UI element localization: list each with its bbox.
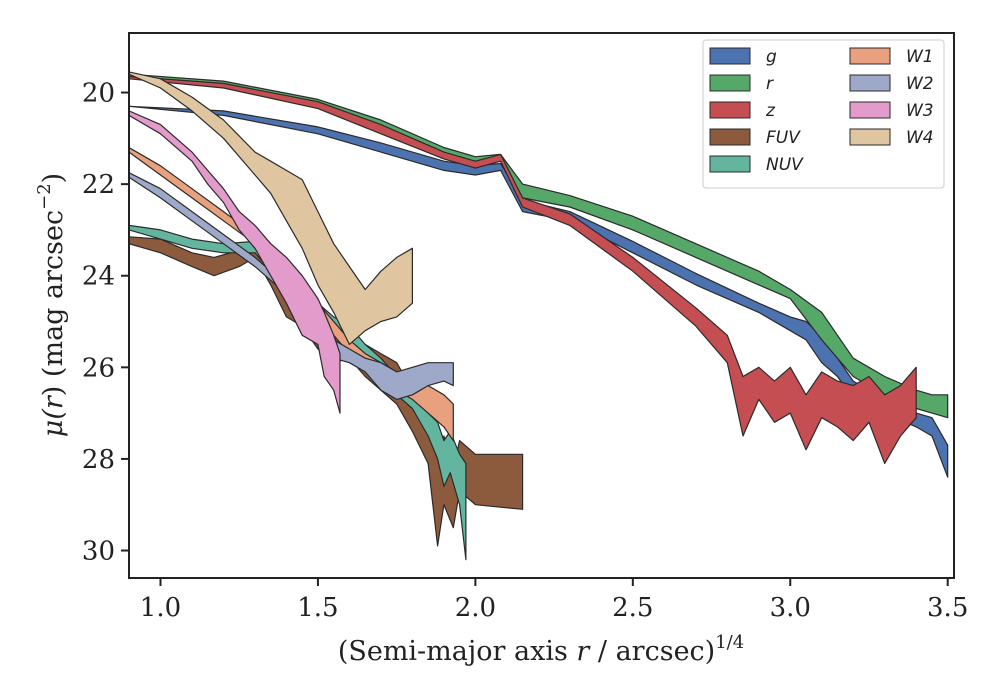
legend-swatch-r: [709, 74, 751, 92]
legend-swatch-w2: [849, 74, 891, 92]
x-tick-label: 3.0: [770, 593, 811, 623]
legend-swatch-w3: [849, 101, 891, 119]
x-tick-label: 3.5: [927, 593, 968, 623]
x-tick-label: 1.5: [297, 593, 338, 623]
legend-swatch-w4: [849, 128, 891, 146]
series-band-w4: [129, 71, 413, 345]
legend-swatch-nuv: [709, 155, 751, 173]
y-tick-label: 22: [82, 170, 115, 200]
legend-label-w4: W4: [906, 128, 934, 148]
axis-ticks: 1.0 1.5 2.0 2.5 3.0 3.5 20 22 24 26 28 30: [82, 79, 968, 623]
legend-label-w2: W2: [906, 74, 934, 94]
legend-swatch-g: [709, 47, 751, 65]
x-tick-label: 1.0: [140, 593, 181, 623]
legend-swatch-z: [709, 101, 751, 119]
legend-label-w1: W1: [906, 47, 934, 67]
legend-label-nuv: NUV: [766, 155, 804, 175]
y-tick-label: 30: [82, 537, 115, 567]
x-tick-label: 2.0: [455, 593, 496, 623]
legend-swatch-w1: [849, 47, 891, 65]
y-tick-label: 26: [82, 353, 115, 383]
y-axis-label: μ(r) (mag arcsec−2): [34, 173, 69, 437]
y-tick-label: 24: [82, 262, 115, 292]
legend-label-r: r: [766, 74, 774, 94]
legend-swatch-fuv: [709, 128, 751, 146]
x-tick-label: 2.5: [612, 593, 653, 623]
series-band-z: [129, 75, 917, 465]
legend-label-w3: W3: [906, 101, 934, 121]
x-axis-label: (Semi-major axis r / arcsec)1/4: [338, 632, 744, 667]
legend-label-fuv: FUV: [766, 128, 801, 148]
legend-label-z: z: [765, 101, 776, 121]
y-tick-label: 28: [82, 445, 115, 475]
legend-label-g: g: [766, 47, 777, 67]
y-tick-label: 20: [82, 79, 115, 109]
legend: grz FUV NUV W1 W2 W3 W4: [702, 39, 945, 189]
plot-frame: [128, 32, 955, 579]
series-band-w3: [129, 110, 341, 414]
series-areas: [129, 71, 949, 561]
